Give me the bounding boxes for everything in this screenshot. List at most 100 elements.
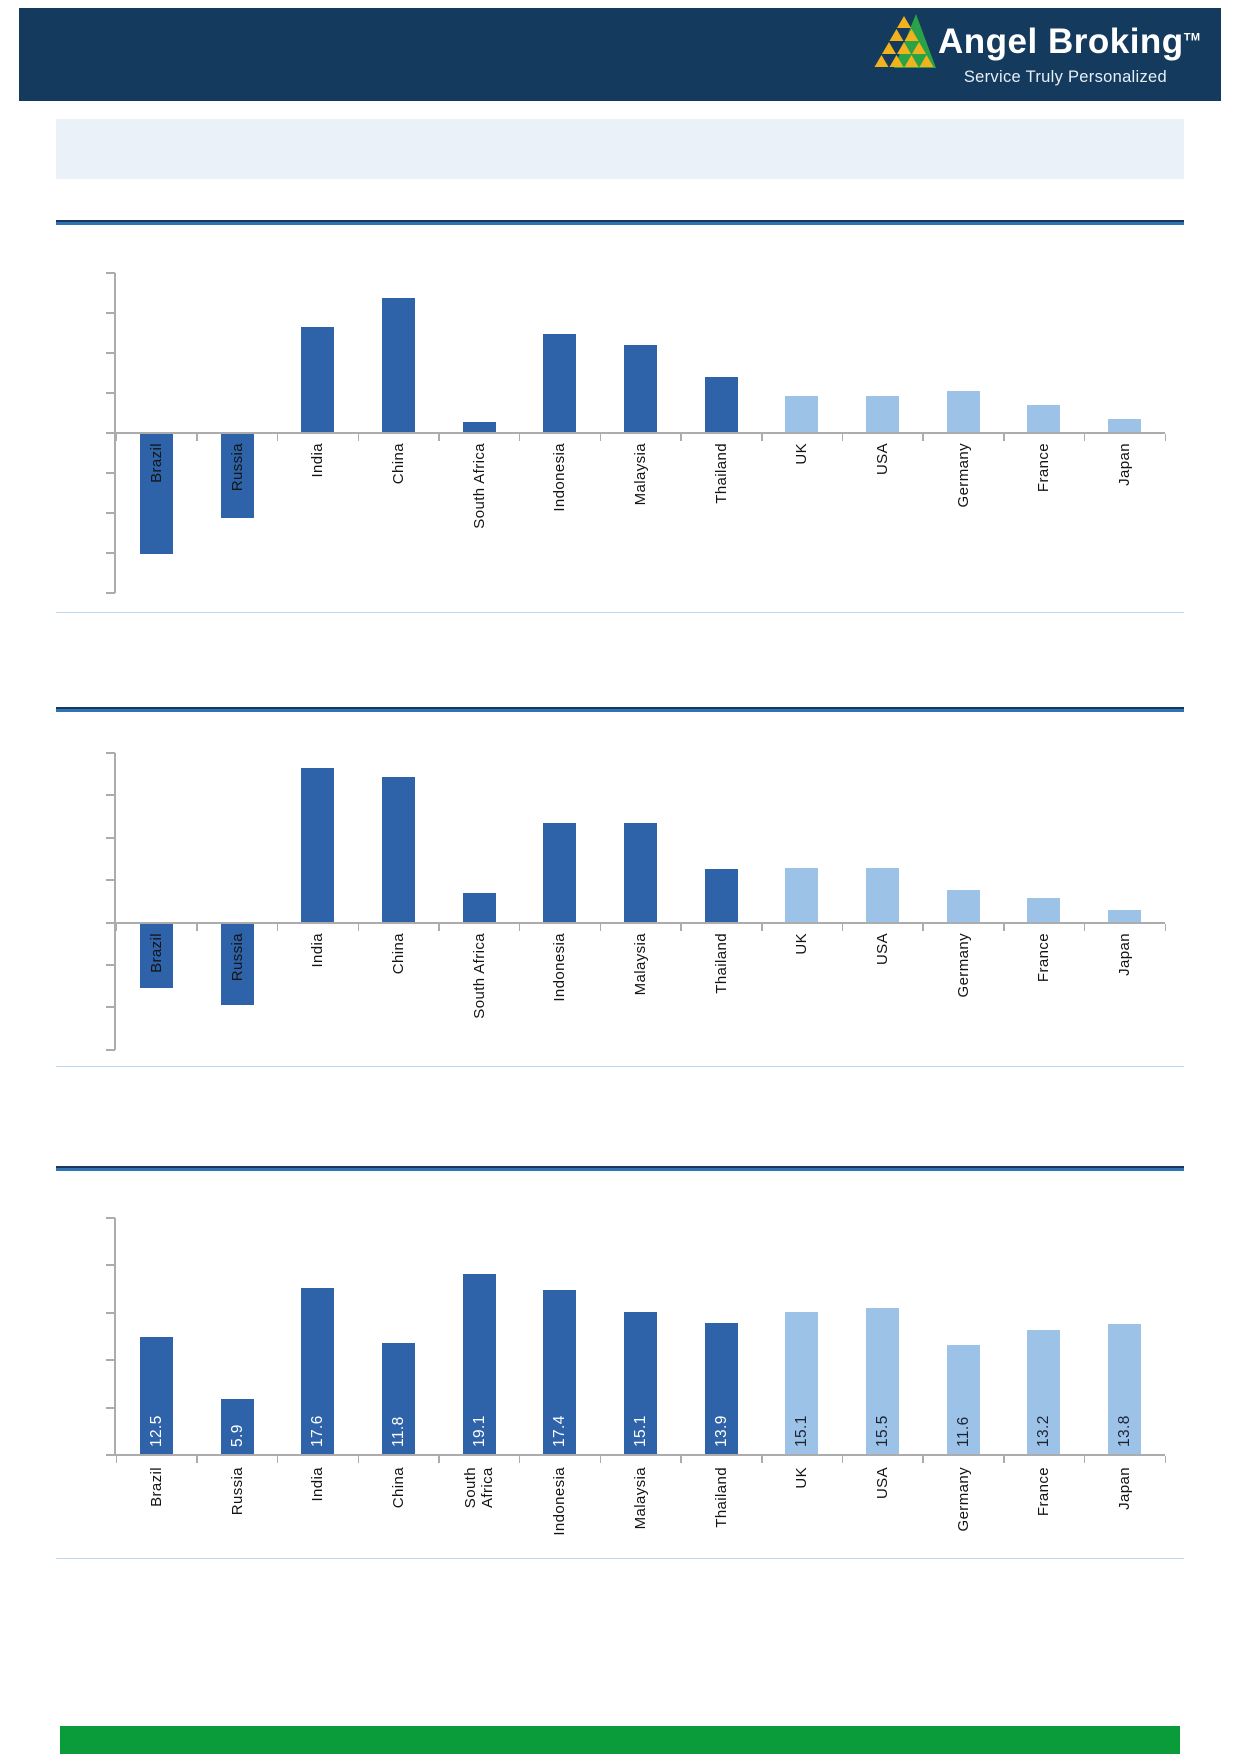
x-axis-tick xyxy=(922,434,924,441)
value-label-china: 11.8 xyxy=(390,1416,421,1465)
value-label-uk: 15.1 xyxy=(793,1415,825,1465)
x-axis xyxy=(111,922,1165,924)
x-axis-tick xyxy=(599,924,602,931)
category-label-usa: USA xyxy=(874,1467,906,1499)
x-axis-tick xyxy=(761,1456,763,1463)
value-label-text: 15.5 xyxy=(874,1415,892,1447)
category-label-indonesia: Indonesia xyxy=(551,1467,620,1536)
category-label-text: Thailand xyxy=(712,1467,730,1528)
y-axis-tick xyxy=(106,392,115,394)
y-axis-tick xyxy=(106,1006,115,1009)
bar-china xyxy=(381,297,415,433)
category-label-text: Russia xyxy=(228,1467,246,1516)
y-axis-tick xyxy=(106,512,115,514)
category-label-brazil: Brazil xyxy=(148,1467,188,1507)
category-label-text: Japan xyxy=(1116,443,1134,486)
y-axis-tick xyxy=(106,432,115,434)
category-label-russia: Russia xyxy=(229,1467,277,1515)
bar-russia xyxy=(220,434,254,518)
bar-japan xyxy=(1108,1324,1142,1455)
category-label-china: China xyxy=(390,933,431,974)
x-axis xyxy=(111,432,1165,434)
bar-china xyxy=(381,1343,415,1455)
category-label-text: China xyxy=(389,1467,407,1509)
category-label-text: Japan xyxy=(1116,1467,1134,1510)
bar-france xyxy=(1027,1329,1061,1455)
x-axis-tick xyxy=(357,1456,360,1463)
bar-south-africa xyxy=(462,1273,496,1455)
category-label-text: China xyxy=(389,443,407,485)
bar-india xyxy=(301,327,335,433)
category-label-text: USA xyxy=(874,933,892,966)
category-label-brazil: Brazil xyxy=(148,933,188,973)
section-2-rule xyxy=(56,707,1184,712)
x-axis-tick xyxy=(1164,1456,1166,1463)
category-label-germany: Germany xyxy=(955,933,1020,998)
bar-thailand xyxy=(704,869,738,923)
value-label-usa: 15.5 xyxy=(874,1415,906,1465)
category-label-india: India xyxy=(309,933,344,968)
section-1-divider xyxy=(56,612,1184,613)
x-axis-tick xyxy=(1164,924,1166,931)
value-label-germany: 11.6 xyxy=(955,1416,986,1465)
bar-usa xyxy=(866,1308,900,1455)
category-label-text: Malaysia xyxy=(632,933,649,996)
y-axis-tick xyxy=(106,552,115,554)
value-label-india: 17.6 xyxy=(309,1415,341,1465)
category-label-text: USA xyxy=(874,1467,892,1500)
y-axis-tick xyxy=(106,921,115,924)
y-axis-tick xyxy=(106,272,115,274)
x-axis-tick xyxy=(1164,434,1166,441)
x-axis-tick xyxy=(518,924,521,931)
y-axis-tick xyxy=(106,1217,115,1219)
category-label-text: India xyxy=(309,1467,327,1502)
trademark-mark: TM xyxy=(1183,31,1201,44)
bar-malaysia xyxy=(624,1311,657,1455)
x-axis-tick xyxy=(438,1456,440,1463)
category-label-text: Russia xyxy=(228,933,246,982)
bar-thailand xyxy=(704,377,738,433)
section-3-divider xyxy=(56,1558,1184,1559)
category-label-brazil: Brazil xyxy=(148,443,188,483)
x-axis-tick xyxy=(841,924,844,931)
bar-france xyxy=(1027,405,1061,433)
x-axis-tick xyxy=(518,434,521,441)
category-label-usa: USA xyxy=(874,443,906,475)
brand-tagline: Service Truly Personalized xyxy=(963,68,1167,86)
value-label-thailand: 13.9 xyxy=(713,1415,745,1465)
category-label-text: Indonesia xyxy=(551,443,569,512)
value-label-text: 15.1 xyxy=(632,1415,649,1447)
brand-name: Angel BrokingTM xyxy=(938,22,1201,62)
x-axis-tick xyxy=(357,924,360,931)
value-label-france: 13.2 xyxy=(1035,1415,1067,1465)
section-3-rule xyxy=(56,1166,1184,1171)
x-axis-tick xyxy=(1083,434,1086,441)
bar-brazil xyxy=(139,434,173,554)
category-label-text: UK xyxy=(793,933,811,955)
x-axis-tick xyxy=(680,434,682,441)
title-strip xyxy=(56,119,1184,179)
bar-china xyxy=(381,777,415,923)
category-label-text: Russia xyxy=(228,443,246,492)
category-label-indonesia: Indonesia xyxy=(551,443,620,512)
category-label-uk: UK xyxy=(793,933,815,955)
category-label-china: China xyxy=(390,443,431,484)
x-axis-tick xyxy=(922,924,924,931)
bar-japan xyxy=(1108,419,1142,433)
bar-malaysia xyxy=(624,345,657,433)
value-label-text: 5.9 xyxy=(228,1424,246,1447)
y-axis xyxy=(114,753,116,1050)
category-label-japan: Japan xyxy=(1116,933,1159,976)
x-axis-tick xyxy=(276,924,279,931)
section-1-rule xyxy=(56,220,1184,225)
value-label-japan: 13.8 xyxy=(1116,1415,1148,1465)
bar-brazil xyxy=(139,924,173,988)
category-label-text: Brazil xyxy=(147,443,165,483)
x-axis-tick xyxy=(841,1456,844,1463)
x-axis-tick xyxy=(1003,434,1005,441)
category-label-text: Germany xyxy=(954,1467,972,1532)
bar-usa xyxy=(866,867,900,923)
category-label-text: Thailand xyxy=(712,933,730,994)
bar-brazil xyxy=(139,1336,173,1455)
